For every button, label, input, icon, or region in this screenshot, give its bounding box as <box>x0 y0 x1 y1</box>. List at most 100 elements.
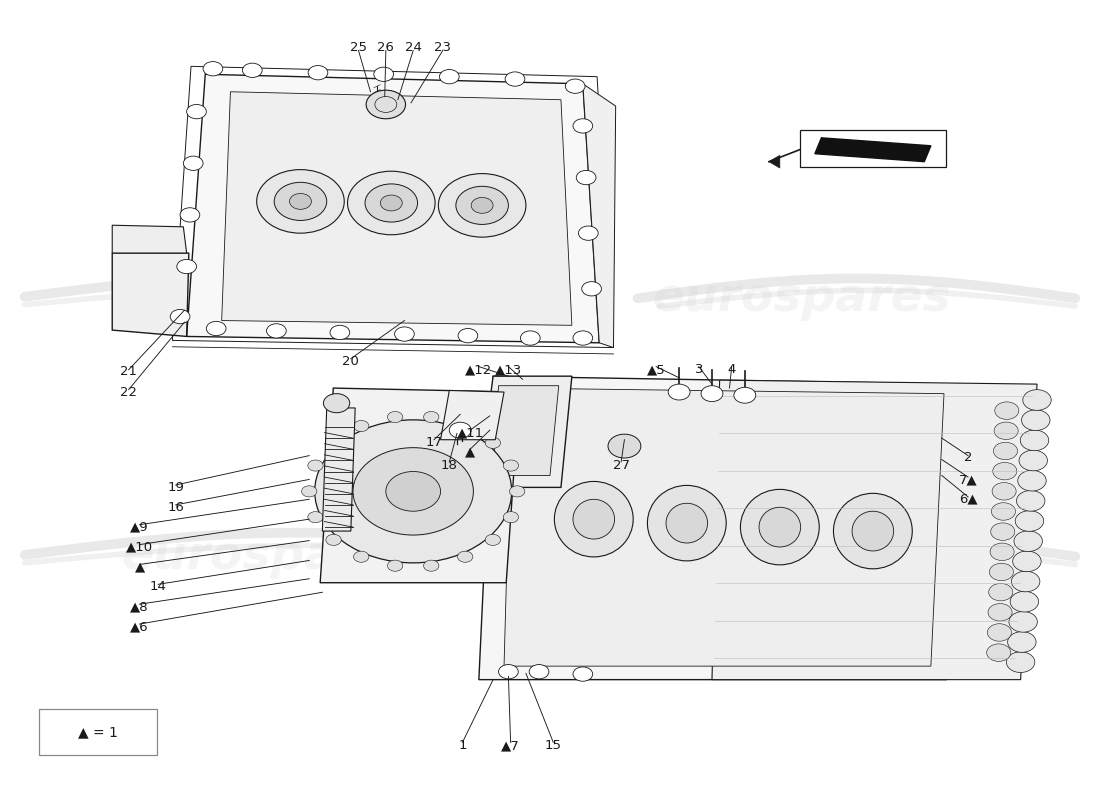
Polygon shape <box>712 380 1037 680</box>
Text: ▲13: ▲13 <box>495 363 522 376</box>
Circle shape <box>701 386 723 402</box>
Text: ▲5: ▲5 <box>647 363 666 376</box>
Polygon shape <box>112 253 189 337</box>
Ellipse shape <box>834 494 912 569</box>
Circle shape <box>1021 430 1048 450</box>
Circle shape <box>323 394 350 413</box>
Circle shape <box>180 208 200 222</box>
Circle shape <box>989 583 1013 601</box>
Circle shape <box>326 438 341 449</box>
Polygon shape <box>815 138 931 162</box>
Polygon shape <box>322 408 355 531</box>
Circle shape <box>1015 510 1044 531</box>
Circle shape <box>485 534 501 546</box>
Circle shape <box>315 420 512 563</box>
Text: ▲10: ▲10 <box>126 541 153 554</box>
Ellipse shape <box>573 499 615 539</box>
Text: eurospares: eurospares <box>122 534 420 579</box>
Circle shape <box>326 534 341 546</box>
Text: 26: 26 <box>377 41 394 54</box>
Circle shape <box>170 310 190 324</box>
Circle shape <box>608 434 641 458</box>
Circle shape <box>573 667 593 682</box>
Circle shape <box>509 486 525 497</box>
Text: ▲7: ▲7 <box>502 739 520 752</box>
Circle shape <box>266 324 286 338</box>
Ellipse shape <box>740 490 820 565</box>
Circle shape <box>505 72 525 86</box>
Circle shape <box>301 486 317 497</box>
Circle shape <box>274 182 327 221</box>
Polygon shape <box>478 376 572 487</box>
Circle shape <box>387 560 403 571</box>
Circle shape <box>573 331 593 345</box>
Text: 22: 22 <box>120 386 138 398</box>
Circle shape <box>991 523 1015 540</box>
Text: 7▲: 7▲ <box>959 473 978 486</box>
Ellipse shape <box>554 482 634 557</box>
Circle shape <box>1013 551 1042 572</box>
Circle shape <box>353 551 369 562</box>
Circle shape <box>439 174 526 237</box>
Polygon shape <box>493 386 559 475</box>
Circle shape <box>374 67 394 82</box>
Circle shape <box>1014 531 1043 551</box>
Circle shape <box>1010 591 1038 612</box>
Circle shape <box>455 186 508 225</box>
Circle shape <box>386 471 441 511</box>
Circle shape <box>582 282 602 296</box>
Text: 19: 19 <box>167 481 184 494</box>
Circle shape <box>993 442 1018 460</box>
Polygon shape <box>478 376 960 680</box>
Polygon shape <box>320 388 519 582</box>
Text: 23: 23 <box>434 41 451 54</box>
Circle shape <box>1008 632 1036 652</box>
Circle shape <box>1018 470 1046 491</box>
Polygon shape <box>769 155 780 168</box>
Text: 2: 2 <box>964 450 972 464</box>
Circle shape <box>353 421 369 431</box>
Circle shape <box>1011 571 1040 592</box>
Circle shape <box>579 226 598 240</box>
Circle shape <box>988 603 1012 621</box>
Ellipse shape <box>852 511 893 551</box>
Circle shape <box>1022 410 1050 430</box>
Circle shape <box>365 184 418 222</box>
Circle shape <box>387 411 403 422</box>
Text: ▲: ▲ <box>465 445 475 458</box>
Circle shape <box>395 327 415 342</box>
Circle shape <box>576 170 596 185</box>
Circle shape <box>1019 450 1047 471</box>
Text: ▲11: ▲11 <box>456 427 484 440</box>
Text: ▲8: ▲8 <box>130 600 148 613</box>
Text: 6▲: 6▲ <box>959 493 978 506</box>
Circle shape <box>994 402 1019 419</box>
Circle shape <box>187 105 207 118</box>
Circle shape <box>308 66 328 80</box>
Circle shape <box>424 560 439 571</box>
Circle shape <box>184 156 204 170</box>
Circle shape <box>991 502 1015 520</box>
Text: 18: 18 <box>441 458 458 472</box>
Text: ▲ = 1: ▲ = 1 <box>78 725 118 739</box>
Circle shape <box>990 543 1014 561</box>
Circle shape <box>498 665 518 679</box>
Text: ▲9: ▲9 <box>130 521 148 534</box>
Circle shape <box>256 170 344 233</box>
Circle shape <box>734 387 756 403</box>
Circle shape <box>381 195 403 211</box>
Ellipse shape <box>759 507 801 547</box>
Circle shape <box>503 460 518 471</box>
Circle shape <box>994 422 1019 439</box>
Circle shape <box>177 259 197 274</box>
Text: eurospares: eurospares <box>122 274 420 319</box>
Text: 16: 16 <box>167 501 184 514</box>
Circle shape <box>989 563 1013 581</box>
Circle shape <box>573 118 593 133</box>
Circle shape <box>207 322 226 336</box>
Text: eurospares: eurospares <box>652 536 952 582</box>
Text: 3: 3 <box>694 363 703 376</box>
Text: 15: 15 <box>544 739 562 752</box>
Circle shape <box>988 624 1011 642</box>
Text: ▲: ▲ <box>134 560 145 574</box>
